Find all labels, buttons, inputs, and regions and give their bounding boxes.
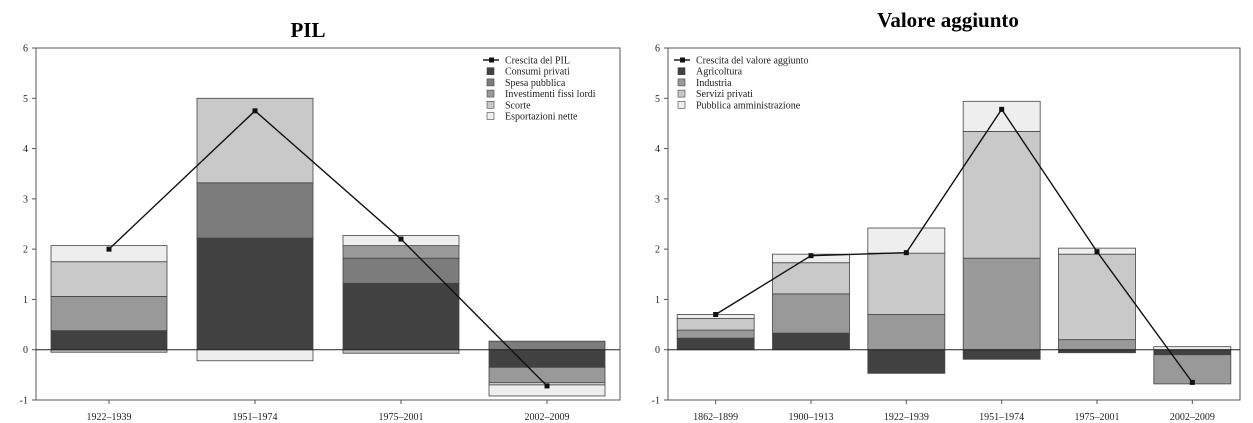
chart0-x-tick-label: 1951–1974: [233, 412, 278, 423]
chart1-legend-swatch: [677, 89, 686, 98]
chart1-bar-segment: [1153, 354, 1232, 385]
chart0-bar-segment: [342, 282, 460, 351]
chart1-x-tick-label: 1922–1939: [884, 412, 929, 423]
chart1-bar-segment: [962, 257, 1041, 351]
chart0-legend-swatch: [486, 78, 495, 87]
chart1-bar-segment: [1058, 253, 1136, 341]
chart1-bar-segment: [676, 337, 755, 351]
chart1-bar-segment: [676, 318, 755, 331]
chart1-legend-line-marker: [680, 57, 685, 63]
chart1-legend-swatch: [677, 78, 686, 87]
chart0-bar-segment: [196, 182, 314, 239]
chart0-legend-label: Consumi privati: [505, 67, 570, 78]
chart1-bar-segment: [962, 131, 1041, 259]
chart1-legend-label: Industria: [696, 78, 732, 89]
chart1-legend-label: Servizi privati: [696, 89, 753, 100]
chart0-bar-segment: [50, 245, 168, 263]
chart0-growth-line: [108, 109, 548, 387]
chart1-growth-line: [715, 108, 1193, 383]
chart0-y-tick-label: -1: [20, 396, 28, 407]
chart0-growth-marker: [398, 236, 404, 242]
chart1-growth-marker: [713, 312, 719, 318]
chart0-bar-segment: [50, 296, 168, 332]
chart1-x-tick-label: 1900–1913: [789, 412, 834, 423]
chart1-plot-frame: [667, 47, 1241, 401]
chart0-x-tick-label: 2002–2009: [525, 412, 570, 423]
chart0-bar-segment: [50, 261, 168, 297]
chart0-y-tick-label: 4: [23, 144, 28, 155]
chart1-bar-segment: [867, 252, 946, 315]
chart1-y-tick-label: 6: [655, 44, 660, 55]
chart1-title: Valore aggiunto: [877, 8, 1019, 32]
chart0-y-tick-label: 3: [23, 194, 28, 205]
chart0-bar-segment: [196, 237, 314, 351]
chart0-x-tick-label: 1922–1939: [87, 412, 132, 423]
chart1-bar-segment: [962, 100, 1041, 132]
chart0-y-tick-label: 6: [23, 44, 28, 55]
chart0-title: PIL: [290, 18, 325, 42]
chart1-x-tick-label: 2002–2009: [1170, 412, 1215, 423]
chart1-bar-segment: [962, 349, 1041, 360]
chart1-bar-segment: [772, 262, 850, 295]
chart1-growth-marker: [1189, 379, 1195, 385]
chart1-legend-label: Crescita del valore aggiunto: [696, 56, 808, 67]
chart0-legend-swatch: [486, 112, 495, 120]
chart1-x-tick-label: 1862–1899: [693, 412, 738, 423]
chart0-bar-segment: [342, 245, 460, 259]
chart1-legend-label: Agricoltura: [696, 67, 743, 78]
chart1-bar-segment: [867, 314, 946, 351]
chart1-bar-segment: [772, 293, 850, 334]
chart0-legend-label: Esportazioni nette: [505, 112, 578, 123]
chart0-bar-segment: [50, 330, 168, 351]
chart1-growth-marker: [1094, 249, 1100, 255]
chart1-x-tick-label: 1951–1974: [979, 412, 1024, 423]
chart1-y-tick-label: 1: [655, 295, 660, 306]
chart0-growth-marker: [544, 383, 550, 389]
chart1-bar-segment: [1058, 339, 1136, 351]
chart1-y-tick-label: -1: [652, 396, 660, 407]
chart0-bar-segment: [196, 349, 314, 362]
chart0-legend-line-marker: [489, 57, 494, 63]
chart0-legend-label: Crescita del PIL: [505, 56, 570, 67]
chart1-bar-segment: [867, 349, 946, 374]
chart1-y-tick-label: 0: [655, 345, 660, 356]
chart1-y-tick-label: 5: [655, 94, 660, 105]
chart0-growth-marker: [252, 108, 258, 114]
chart1-legend-swatch: [677, 101, 686, 109]
chart1-bar-segment: [676, 329, 755, 339]
chart0-plot-frame: [35, 47, 621, 401]
chart0-legend-swatch: [486, 101, 495, 109]
chart1-growth-marker: [999, 106, 1005, 112]
chart1-growth-marker: [808, 253, 814, 259]
chart0-legend-label: Investimenti fissi lordi: [505, 89, 596, 100]
chart1-y-tick-label: 3: [655, 194, 660, 205]
chart0-legend-label: Scorte: [505, 100, 531, 111]
chart0-x-tick-label: 1975–2001: [379, 412, 424, 423]
chart0-bar-segment: [488, 349, 606, 368]
chart0-y-tick-label: 0: [23, 345, 28, 356]
chart0-legend-swatch: [486, 89, 495, 98]
chart1-y-tick-label: 4: [655, 144, 660, 155]
chart0-bar-segment: [488, 366, 606, 383]
chart1-growth-marker: [903, 250, 909, 256]
chart1-bar-segment: [1153, 349, 1232, 356]
chart1-legend-swatch: [677, 67, 686, 75]
chart0-y-tick-label: 1: [23, 295, 28, 306]
chart0-legend-swatch: [486, 67, 495, 75]
chart1-x-tick-label: 1975–2001: [1075, 412, 1120, 423]
chart1-legend-label: Pubblica amministrazione: [696, 100, 801, 111]
chart0-legend-label: Spesa pubblica: [505, 78, 566, 89]
chart0-bar-segment: [342, 349, 460, 354]
chart1-bar-segment: [867, 227, 946, 254]
chart0-y-tick-label: 5: [23, 94, 28, 105]
chart0-y-tick-label: 2: [23, 245, 28, 256]
chart1-y-tick-label: 2: [655, 245, 660, 256]
chart0-growth-marker: [106, 246, 112, 252]
chart1-bar-segment: [772, 332, 850, 351]
